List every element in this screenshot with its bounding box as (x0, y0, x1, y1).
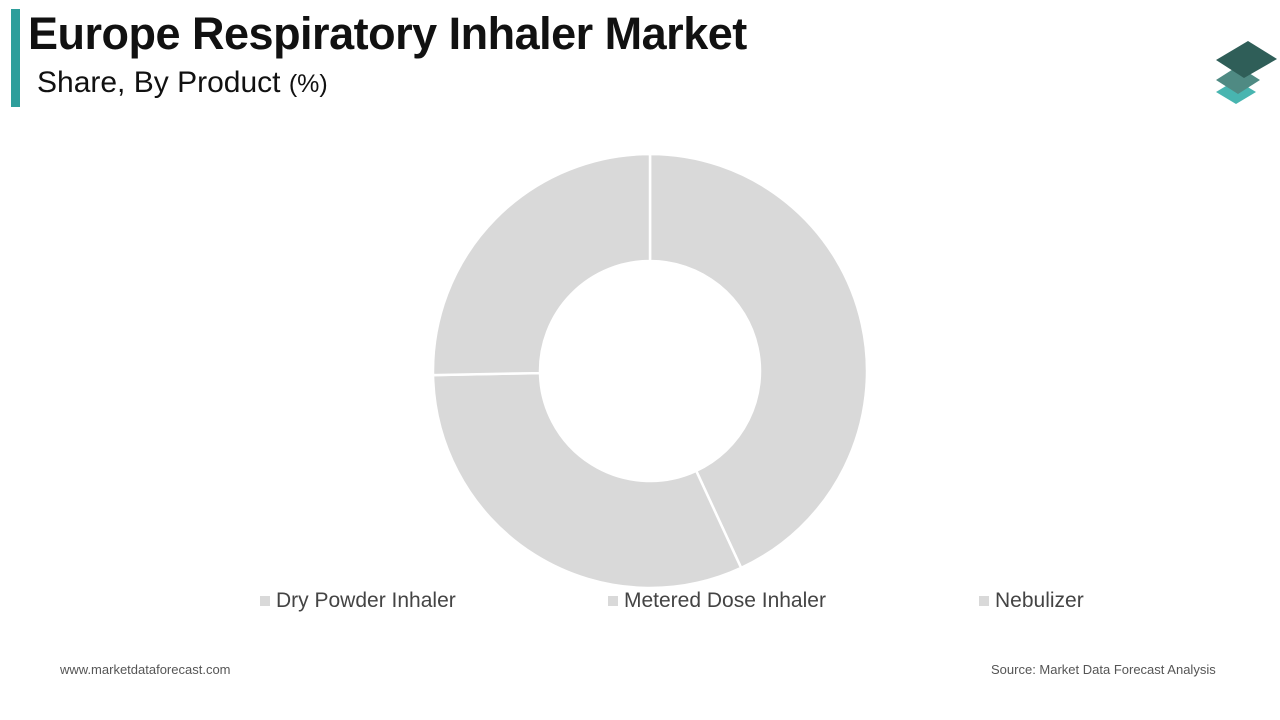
subtitle-unit: (%) (288, 70, 328, 98)
footer-website[interactable]: www.marketdataforecast.com (60, 662, 231, 677)
layers-icon (1216, 41, 1277, 104)
legend-item-metered-dose-inhaler: Metered Dose Inhaler (608, 589, 826, 613)
legend-swatch (979, 596, 989, 606)
legend-label: Metered Dose Inhaler (624, 589, 826, 612)
donut-slice-dry-powder-inhaler (648, 152, 869, 570)
legend-swatch (260, 596, 270, 606)
legend-item-nebulizer: Nebulizer (979, 589, 1084, 613)
subtitle-text: Share, By Product (37, 66, 281, 99)
logo-layer-top (1216, 41, 1277, 78)
donut-slice-metered-dose-inhaler (431, 371, 743, 590)
legend-swatch (608, 596, 618, 606)
chart-subtitle: Share, By Product (%) (37, 66, 328, 100)
chart-title: Europe Respiratory Inhaler Market (28, 8, 747, 59)
donut-slice-nebulizer (431, 152, 652, 377)
legend-item-dry-powder-inhaler: Dry Powder Inhaler (260, 589, 456, 613)
donut-chart (431, 152, 869, 590)
footer-source: Source: Market Data Forecast Analysis (991, 662, 1216, 677)
legend-label: Nebulizer (995, 589, 1084, 612)
legend-label: Dry Powder Inhaler (276, 589, 456, 612)
title-accent-bar (11, 9, 20, 107)
